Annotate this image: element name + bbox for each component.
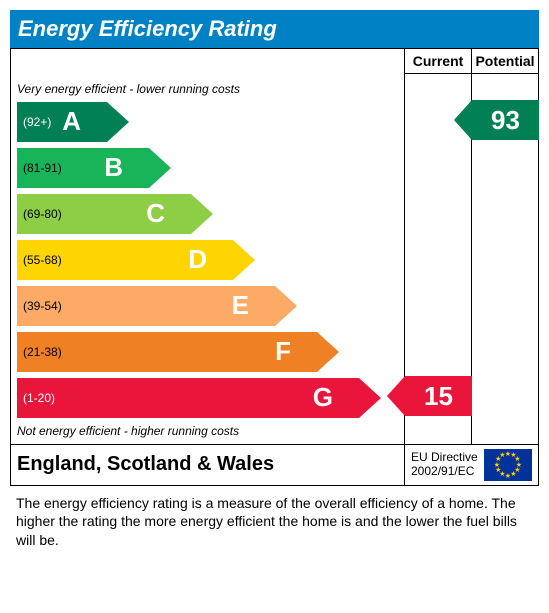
- col-potential-header: Potential: [472, 49, 539, 74]
- band-arrow-d: [233, 240, 255, 280]
- band-arrow-e: [275, 286, 297, 326]
- band-bar-b: (81-91) B: [17, 148, 149, 188]
- potential-value-box: 93: [472, 100, 539, 140]
- band-letter-e: E: [232, 286, 249, 326]
- band-row-e: (39-54) E: [17, 286, 398, 326]
- band-letter-c: C: [146, 194, 165, 234]
- band-range-a: (92+): [17, 115, 51, 129]
- footer-region-cell: England, Scotland & Wales: [11, 444, 405, 485]
- band-arrow-c: [191, 194, 213, 234]
- bottom-efficiency-note: Not energy efficient - higher running co…: [17, 424, 398, 438]
- description-text: The energy efficiency rating is a measur…: [10, 486, 539, 551]
- current-value-box: 15: [405, 376, 472, 416]
- band-range-g: (1-20): [17, 391, 55, 405]
- eu-flag-icon: ★★★★★★★★★★★★: [484, 449, 532, 481]
- band-row-d: (55-68) D: [17, 240, 398, 280]
- band-row-b: (81-91) B: [17, 148, 398, 188]
- band-bar-c: (69-80) C: [17, 194, 191, 234]
- band-row-c: (69-80) C: [17, 194, 398, 234]
- band-row-f: (21-38) F: [17, 332, 398, 372]
- band-arrow-b: [149, 148, 171, 188]
- footer-directive-cell: EU Directive 2002/91/EC ★★★★★★★★★★★★: [405, 444, 539, 485]
- band-letter-a: A: [62, 102, 81, 142]
- band-arrow-g: [359, 378, 381, 418]
- band-letter-f: F: [275, 332, 291, 372]
- band-bar-a: (92+) A: [17, 102, 107, 142]
- band-arrow-a: [107, 102, 129, 142]
- title-text: Energy Efficiency Rating: [18, 16, 277, 41]
- rating-table: Current Potential Very energy efficient …: [10, 48, 539, 486]
- band-row-a: (92+) A: [17, 102, 398, 142]
- region-text: England, Scotland & Wales: [17, 453, 274, 475]
- band-range-e: (39-54): [17, 299, 62, 313]
- band-bar-e: (39-54) E: [17, 286, 275, 326]
- band-row-g: (1-20) G: [17, 378, 398, 418]
- title-bar: Energy Efficiency Rating: [10, 10, 539, 48]
- band-range-b: (81-91): [17, 161, 62, 175]
- band-letter-d: D: [188, 240, 207, 280]
- band-range-c: (69-80): [17, 207, 62, 221]
- band-letter-b: B: [104, 148, 123, 188]
- potential-arrow-icon: [454, 100, 472, 140]
- eu-directive-text: EU Directive 2002/91/EC: [411, 451, 478, 477]
- top-efficiency-note: Very energy efficient - lower running co…: [17, 82, 398, 96]
- bands-chart: Very energy efficient - lower running co…: [11, 74, 405, 445]
- band-arrow-f: [317, 332, 339, 372]
- band-bar-d: (55-68) D: [17, 240, 233, 280]
- col-current-header: Current: [405, 49, 472, 74]
- band-range-d: (55-68): [17, 253, 62, 267]
- band-bar-f: (21-38) F: [17, 332, 317, 372]
- current-arrow-icon: [387, 376, 405, 416]
- band-letter-g: G: [313, 378, 333, 418]
- band-bar-g: (1-20) G: [17, 378, 359, 418]
- potential-column: 93: [472, 74, 539, 445]
- band-range-f: (21-38): [17, 345, 62, 359]
